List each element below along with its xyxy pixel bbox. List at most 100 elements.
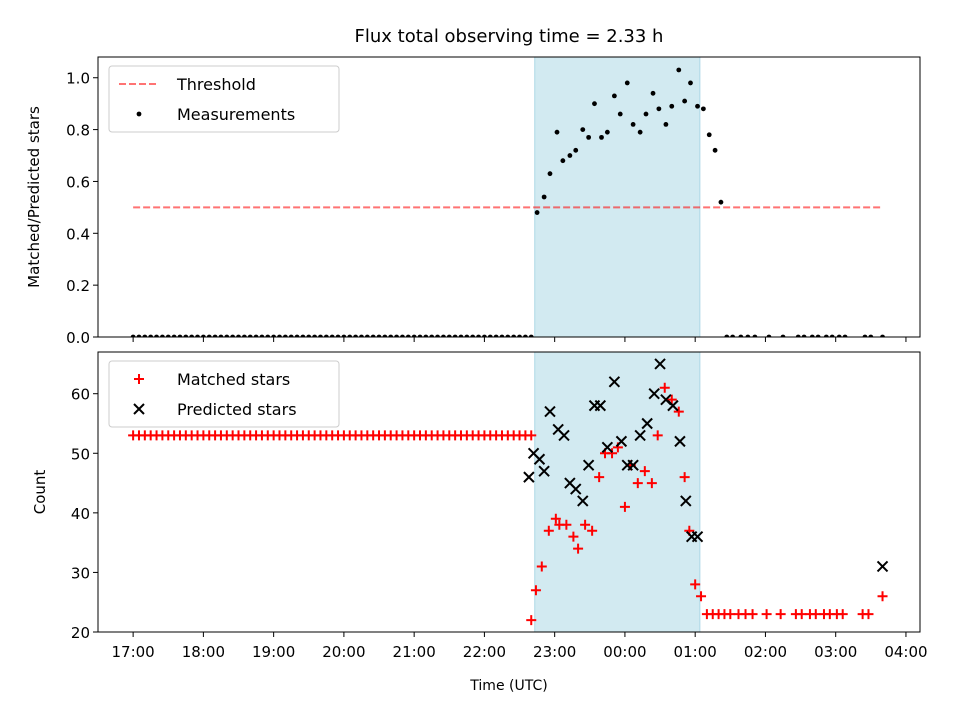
predicted-star-point [577, 495, 589, 507]
measurement-point [541, 194, 547, 200]
measurement-point [663, 122, 669, 127]
predicted-star-point [544, 405, 556, 418]
measurement-point [611, 93, 617, 99]
measurement-point [511, 334, 517, 337]
y-tick-label: 0.8 [66, 122, 90, 140]
measurement-point [154, 334, 159, 337]
predicted-star-point [627, 459, 639, 471]
measurement-point [470, 334, 476, 337]
matched-star-point [679, 472, 690, 483]
matched-star-point [747, 609, 758, 620]
measurement-point [400, 334, 405, 337]
measurement-point [567, 153, 573, 158]
measurement-point [836, 334, 842, 337]
predicted-star-point [523, 471, 535, 483]
x-tick-label: 17:00 [112, 643, 155, 661]
chart-title: Flux total observing time = 2.33 h [355, 26, 664, 47]
measurement-point [823, 334, 829, 337]
measurement-point [730, 334, 736, 337]
measurement-point [669, 103, 675, 109]
y-tick-label: 0.4 [66, 225, 90, 243]
measurement-point [766, 334, 772, 337]
measurement-point [271, 334, 277, 337]
matched-star-point [646, 478, 657, 489]
matched-star-point [526, 615, 537, 626]
measurement-point [241, 334, 247, 337]
measurement-point [441, 334, 446, 337]
predicted-star-point [667, 399, 679, 412]
legend: Threshold Measurements [108, 65, 340, 133]
measurement-point [617, 111, 623, 117]
legend-box [108, 65, 340, 133]
legend-predicted-swatch [133, 403, 145, 415]
measurement-point [300, 334, 306, 337]
predicted-star-point [680, 495, 692, 507]
measurement-point [253, 334, 259, 337]
y-axis-label: Matched/Predicted stars [25, 106, 43, 288]
matched-star-point [619, 501, 630, 512]
matched-star-point [877, 591, 888, 602]
legend-measurements-swatch [136, 111, 142, 117]
measurement-point [265, 334, 271, 337]
predicted-star-point [608, 376, 621, 388]
measurement-point [224, 334, 230, 337]
measurement-point [247, 334, 253, 337]
measurement-point [318, 334, 323, 337]
matched-star-point [690, 579, 701, 590]
measurement-point [534, 210, 540, 215]
measurement-point [160, 334, 165, 337]
measurement-point [359, 334, 364, 337]
measurement-point [370, 334, 376, 337]
measurement-point [382, 334, 388, 337]
matched-star-point [673, 406, 684, 417]
measurement-point [277, 334, 282, 337]
measurement-point [695, 103, 700, 109]
measurement-point [388, 334, 394, 337]
measurement-point [688, 80, 693, 86]
measurement-point [171, 334, 177, 337]
measurement-point [599, 134, 604, 140]
plot-area-bottom [128, 358, 889, 626]
measurement-point [528, 334, 534, 337]
measurement-point [630, 122, 636, 127]
matched-star-point [659, 382, 670, 393]
measurement-point [259, 334, 265, 337]
legend-label: Predicted stars [177, 400, 297, 419]
predicted-star-point [648, 387, 660, 400]
measurement-point [464, 334, 470, 337]
x-tick-label: 21:00 [393, 643, 436, 661]
measurement-point [880, 334, 885, 337]
measurement-point [189, 334, 195, 337]
measurement-point [547, 171, 553, 177]
x-tick-label: 04:00 [884, 643, 927, 661]
measurement-point [405, 334, 411, 337]
predicted-star-point [691, 530, 704, 543]
measurement-point [676, 67, 682, 73]
measurement-point [376, 334, 382, 337]
predicted-star-point [654, 358, 666, 370]
measurement-point [212, 334, 218, 337]
y-axis-label: Count [31, 470, 49, 515]
measurement-point [329, 334, 335, 337]
measurement-point [862, 334, 868, 337]
measurement-point [801, 334, 807, 337]
legend-label: Threshold [176, 75, 256, 94]
x-tick-label: 18:00 [182, 643, 225, 661]
measurement-point [682, 98, 688, 104]
measurement-point [580, 127, 586, 132]
predicted-star-point [538, 465, 550, 477]
measurement-point [165, 334, 171, 337]
measurement-point [423, 334, 429, 337]
measurement-point [712, 147, 718, 153]
predicted-star-point [558, 429, 570, 442]
measurement-point [522, 334, 528, 337]
y-tick-label: 20 [71, 624, 90, 642]
measurement-point [745, 334, 751, 337]
top-panel: 0.0 0.2 0.4 0.6 0.8 1.0 Matched/Predicted star… [25, 56, 921, 347]
bottom-panel: 20 30 40 50 60 17:00 18:00 19:00 20:00 21:00 22:00… [31, 351, 928, 661]
measurement-point [700, 106, 706, 112]
measurement-point [394, 334, 399, 337]
y-tick-label: 0.6 [66, 173, 90, 191]
x-tick-label: 00:00 [603, 643, 646, 661]
